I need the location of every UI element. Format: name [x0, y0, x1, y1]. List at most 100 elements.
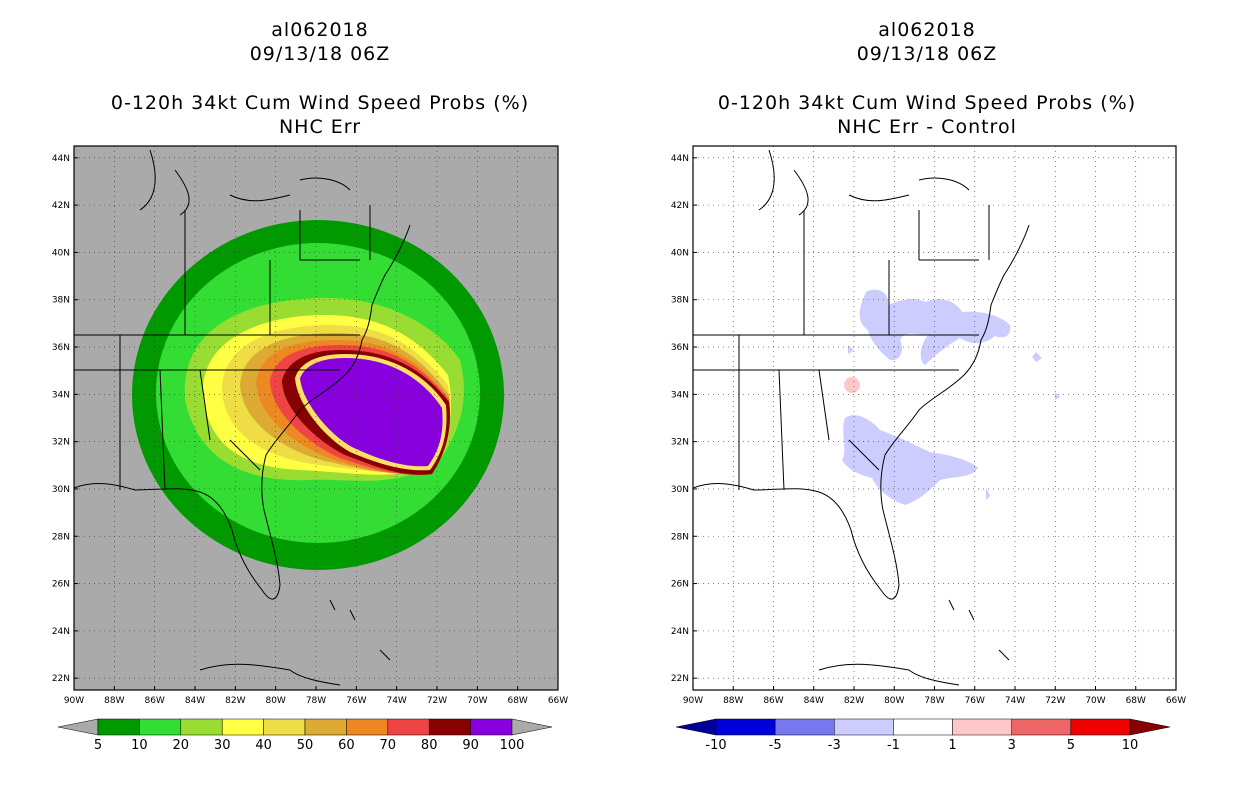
left-lon-label: 66W: [548, 696, 568, 706]
left-lon-label: 76W: [346, 696, 366, 706]
left-lat-label: 44N: [52, 154, 70, 164]
left-lat-label: 26N: [52, 580, 70, 590]
right-coastline-gulf: [693, 224, 1030, 600]
right-map: 90W 88W 86W 84W 82W 80W 78W 76W 74W 72W 70W 68W 66W 2…: [671, 145, 1186, 706]
right-lon-label: 76W: [965, 696, 985, 706]
right-lon-label: 66W: [1166, 696, 1186, 706]
right-map-outlines: [693, 149, 1030, 686]
left-lat-label: 30N: [52, 485, 70, 495]
left-colorbar-label: 5: [94, 738, 102, 753]
left-colorbar-segment: [304, 718, 347, 736]
right-lon-label: 74W: [1005, 696, 1025, 706]
right-lon-label: 68W: [1126, 696, 1146, 706]
right-lon-label: 80W: [884, 696, 904, 706]
right-colorbar-under-arrow: [675, 718, 717, 736]
left-colorbar-label: 80: [421, 738, 438, 753]
left-lat-label: 28N: [52, 532, 70, 542]
left-coastline-gulf: [74, 224, 411, 600]
right-lat-label: 28N: [671, 532, 689, 542]
right-colorbar-label: -3: [828, 738, 841, 753]
diff-neg-small-1: [1032, 352, 1042, 362]
right-lat-label: 24N: [671, 627, 689, 637]
left-colorbar-label: 10: [131, 738, 148, 753]
left-map: 90W 88W 86W 84W 82W 80W 78W 76W 74W 72W 70W 68W 66W 2…: [52, 145, 568, 706]
left-islands: [199, 599, 391, 686]
left-colorbar-label: 60: [338, 738, 355, 753]
right-colorbar: -10 -5 -3 -1 1 3 5 10: [675, 718, 1171, 753]
left-lon-label: 90W: [64, 696, 84, 706]
left-title-block: al062018 09/13/18 06Z: [160, 18, 480, 66]
left-lat-label: 24N: [52, 627, 70, 637]
left-lon-label: 78W: [306, 696, 326, 706]
right-great-lakes: [758, 149, 970, 216]
right-lat-label: 36N: [671, 343, 689, 353]
left-colorbar-segment: [387, 718, 430, 736]
right-lon-label: 84W: [804, 696, 824, 706]
right-lon-label: 88W: [723, 696, 743, 706]
right-title-block: al062018 09/13/18 06Z: [767, 18, 1087, 66]
diff-pos-sc: [844, 377, 860, 393]
right-colorbar-over-arrow: [1129, 718, 1171, 736]
right-storm-id: al062018: [878, 19, 976, 41]
left-colorbar-segment: [97, 718, 140, 736]
left-lon-label: 74W: [386, 696, 406, 706]
right-colorbar-segment: [715, 718, 776, 736]
right-colorbar-segment: [952, 718, 1012, 736]
left-colorbar: 5 10 20 30 40 50 60 70 80 90 100: [57, 718, 553, 753]
left-lon-label: 84W: [185, 696, 205, 706]
diff-neg-small-4: [986, 488, 990, 500]
left-subtitle: NHC Err: [278, 116, 362, 138]
left-colorbar-label: 90: [462, 738, 479, 753]
left-great-lakes: [139, 149, 351, 216]
left-title-block-2: 0-120h 34kt Cum Wind Speed Probs (%) NHC…: [40, 91, 600, 139]
right-lat-label: 34N: [671, 390, 689, 400]
right-axis-labels: 90W 88W 86W 84W 82W 80W 78W 76W 74W 72W 70W 68W 66W 2…: [671, 154, 1186, 706]
left-axis-labels: 90W 88W 86W 84W 82W 80W 78W 76W 74W 72W 70W 68W 66W 2…: [52, 154, 568, 706]
left-lon-label: 70W: [467, 696, 487, 706]
left-lon-label: 82W: [225, 696, 245, 706]
right-colorbar-segment: [834, 718, 894, 736]
left-colorbar-over-arrow: [511, 718, 553, 736]
left-lon-label: 80W: [265, 696, 285, 706]
right-lat-label: 40N: [671, 248, 689, 258]
left-lat-label: 32N: [52, 438, 70, 448]
left-colorbar-segment: [428, 718, 471, 736]
left-colorbar-label: 50: [297, 738, 314, 753]
left-colorbar-segment: [346, 718, 389, 736]
right-state-borders: [693, 205, 990, 491]
right-lat-label: 42N: [671, 201, 689, 211]
right-colorbar-label: -1: [887, 738, 900, 753]
left-colorbar-segment: [221, 718, 264, 736]
right-colorbar-label: 5: [1067, 738, 1075, 753]
left-colorbar-segment: [180, 718, 223, 736]
diff-neg-carolinas: [859, 289, 1011, 365]
left-colorbar-label: 100: [500, 738, 525, 753]
right-colorbar-segment: [1011, 718, 1072, 736]
right-difference-field: [842, 289, 1060, 505]
left-lat-label: 42N: [52, 201, 70, 211]
left-product-title: 0-120h 34kt Cum Wind Speed Probs (%): [110, 92, 530, 114]
left-lon-label: 72W: [427, 696, 447, 706]
right-islands: [818, 599, 1010, 686]
right-subtitle: NHC Err - Control: [837, 116, 1017, 138]
right-lon-label: 78W: [924, 696, 944, 706]
left-state-borders: [74, 205, 371, 491]
right-colorbar-segment: [774, 718, 835, 736]
right-lon-label: 70W: [1085, 696, 1105, 706]
right-lon-label: 86W: [763, 696, 783, 706]
right-title-block-2: 0-120h 34kt Cum Wind Speed Probs (%) NHC…: [647, 91, 1207, 139]
right-colorbar-label: 3: [1008, 738, 1016, 753]
right-colorbar-segment: [1070, 718, 1131, 736]
right-product-title: 0-120h 34kt Cum Wind Speed Probs (%): [717, 92, 1137, 114]
left-gridlines: [74, 146, 558, 690]
left-colorbar-segment: [139, 718, 182, 736]
left-colorbar-label: 70: [380, 738, 397, 753]
right-map-background: [693, 146, 1176, 690]
right-colorbar-segment: [893, 718, 953, 736]
left-lon-label: 68W: [507, 696, 527, 706]
right-datetime: 09/13/18 06Z: [856, 43, 998, 65]
diff-neg-small-3: [848, 345, 854, 354]
left-datetime: 09/13/18 06Z: [249, 43, 391, 65]
right-lat-label: 38N: [671, 296, 689, 306]
right-lat-label: 44N: [671, 154, 689, 164]
